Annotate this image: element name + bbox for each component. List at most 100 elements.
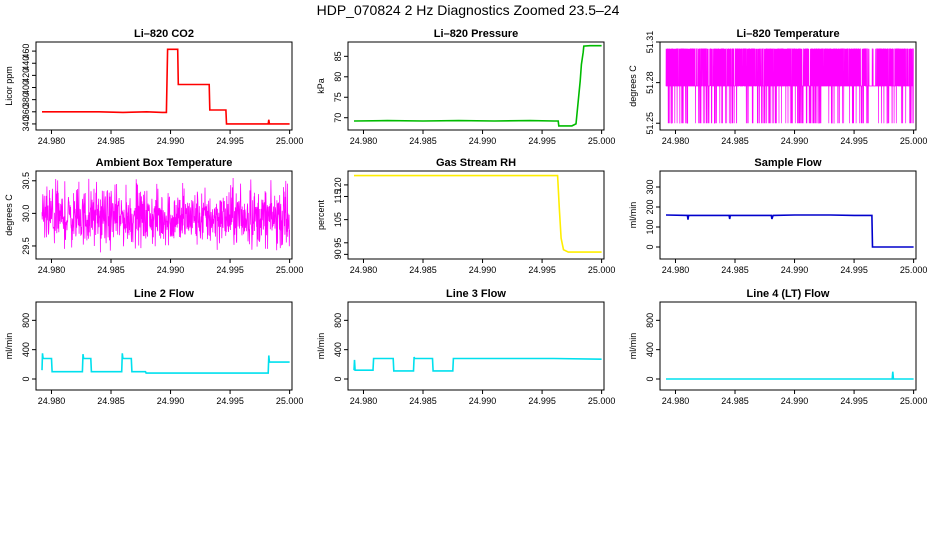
panel-gas-stream-rh: Gas Stream RH percent 24.980 24.985 24.990 24… (316, 157, 615, 275)
y-tick-label: 800 (21, 313, 31, 328)
x-tick-label: 24.990 (157, 265, 185, 275)
y-tick-label: 0 (333, 376, 343, 381)
panel-ambient-box-temperature: Ambient Box Temperature degrees C 24.980 24… (4, 157, 303, 275)
x-tick-label: 24.990 (469, 136, 497, 146)
x-tick-label: 25.000 (900, 396, 928, 406)
x-tick-label: 24.980 (662, 136, 690, 146)
y-tick-label: 400 (645, 342, 655, 357)
x-tick-label: 24.990 (781, 265, 809, 275)
panel-title: Li–820 Temperature (736, 28, 839, 40)
x-tick-label: 24.995 (840, 396, 868, 406)
panel-sample-flow: Sample Flow ml/min 24.980 24.985 24.990 24.99… (628, 157, 927, 275)
panel-li-820-pressure: Li–820 Pressure kPa 24.980 24.985 24.990 24.9… (316, 28, 615, 146)
y-tick-label: 51.31 (645, 31, 655, 54)
y-tick-label: 90 (333, 249, 343, 259)
x-tick-label: 24.985 (721, 136, 749, 146)
x-tick-label: 24.985 (409, 136, 437, 146)
x-tick-label: 24.995 (528, 265, 556, 275)
y-tick-label: 0 (645, 376, 655, 381)
series-line (353, 44, 602, 127)
y-tick-label: 460 (21, 44, 31, 59)
x-tick-label: 24.980 (38, 396, 66, 406)
y-tick-label: 80 (333, 72, 343, 82)
y-axis-label: degrees C (628, 65, 638, 107)
plot-frame (35, 301, 293, 391)
page-title: HDP_070824 2 Hz Diagnostics Zoomed 23.5–… (316, 2, 620, 18)
y-tick-label: 340 (21, 116, 31, 131)
series-line (353, 356, 602, 372)
y-tick-label: 51.28 (645, 71, 655, 94)
y-tick-label: 440 (21, 56, 31, 71)
x-tick-label: 24.985 (721, 396, 749, 406)
plot-frame (347, 41, 605, 131)
x-tick-label: 24.980 (662, 396, 690, 406)
panel-title: Line 4 (LT) Flow (747, 288, 830, 300)
x-tick-label: 24.990 (157, 136, 185, 146)
x-tick-label: 24.995 (840, 136, 868, 146)
y-axis-label: ml/min (628, 202, 638, 229)
x-tick-label: 24.995 (528, 136, 556, 146)
panel-title: Li–820 CO2 (134, 28, 194, 40)
y-axis-label: degrees C (4, 194, 14, 236)
y-tick-label: 105 (333, 212, 343, 227)
plot-frame (659, 170, 917, 260)
panel-li-820-co2: Li–820 CO2 Licor ppm 24.980 24.985 24.990 24.… (4, 28, 303, 146)
y-tick-label: 400 (21, 80, 31, 95)
x-tick-label: 24.990 (469, 396, 497, 406)
y-tick-label: 120 (333, 177, 343, 192)
x-tick-label: 24.985 (409, 396, 437, 406)
x-tick-label: 24.995 (216, 136, 244, 146)
panel-title: Line 2 Flow (134, 288, 194, 300)
y-tick-label: 420 (21, 68, 31, 83)
y-tick-label: 400 (21, 342, 31, 357)
x-tick-label: 24.980 (350, 136, 378, 146)
y-axis-label: ml/min (4, 333, 14, 360)
x-tick-label: 25.000 (900, 136, 928, 146)
x-tick-label: 24.980 (38, 265, 66, 275)
y-tick-label: 380 (21, 92, 31, 107)
x-tick-label: 24.995 (216, 396, 244, 406)
x-tick-label: 24.980 (662, 265, 690, 275)
series-line (41, 177, 290, 253)
x-tick-label: 24.995 (840, 265, 868, 275)
x-tick-label: 25.000 (276, 136, 304, 146)
series-line (665, 48, 914, 124)
x-tick-label: 24.985 (97, 265, 125, 275)
y-tick-label: 360 (21, 104, 31, 119)
y-tick-label: 200 (645, 199, 655, 214)
y-axis-label: kPa (316, 78, 326, 94)
plot-frame (347, 170, 605, 260)
series-line (42, 48, 290, 125)
x-tick-label: 24.985 (97, 396, 125, 406)
y-tick-label: 51.25 (645, 112, 655, 135)
x-tick-label: 25.000 (900, 265, 928, 275)
y-tick-label: 800 (333, 313, 343, 328)
panel-title: Ambient Box Temperature (96, 157, 233, 169)
x-tick-label: 25.000 (588, 265, 616, 275)
y-tick-label: 70 (333, 113, 343, 123)
plot-frame (35, 41, 293, 131)
plot-frame (659, 301, 917, 391)
y-tick-label: 400 (333, 342, 343, 357)
panel-line-2-flow: Line 2 Flow ml/min 24.980 24.985 24.990 24.99… (4, 288, 303, 406)
series-line (665, 214, 914, 248)
x-tick-label: 24.980 (350, 396, 378, 406)
x-tick-label: 24.985 (721, 265, 749, 275)
y-tick-label: 0 (645, 244, 655, 249)
plot-frame (35, 170, 293, 260)
y-tick-label: 800 (645, 313, 655, 328)
panel-line-4-lt-flow: Line 4 (LT) Flow ml/min 24.980 24.985 24.990… (628, 288, 927, 406)
x-tick-label: 24.990 (781, 396, 809, 406)
x-tick-label: 24.990 (781, 136, 809, 146)
y-tick-label: 29.5 (21, 237, 31, 255)
y-tick-label: 95 (333, 238, 343, 248)
y-tick-label: 85 (333, 51, 343, 61)
x-tick-label: 24.995 (216, 265, 244, 275)
x-tick-label: 25.000 (276, 265, 304, 275)
panel-title: Gas Stream RH (436, 157, 516, 169)
plot-frame (659, 41, 917, 131)
panel-title: Sample Flow (754, 157, 822, 169)
x-tick-label: 25.000 (588, 396, 616, 406)
